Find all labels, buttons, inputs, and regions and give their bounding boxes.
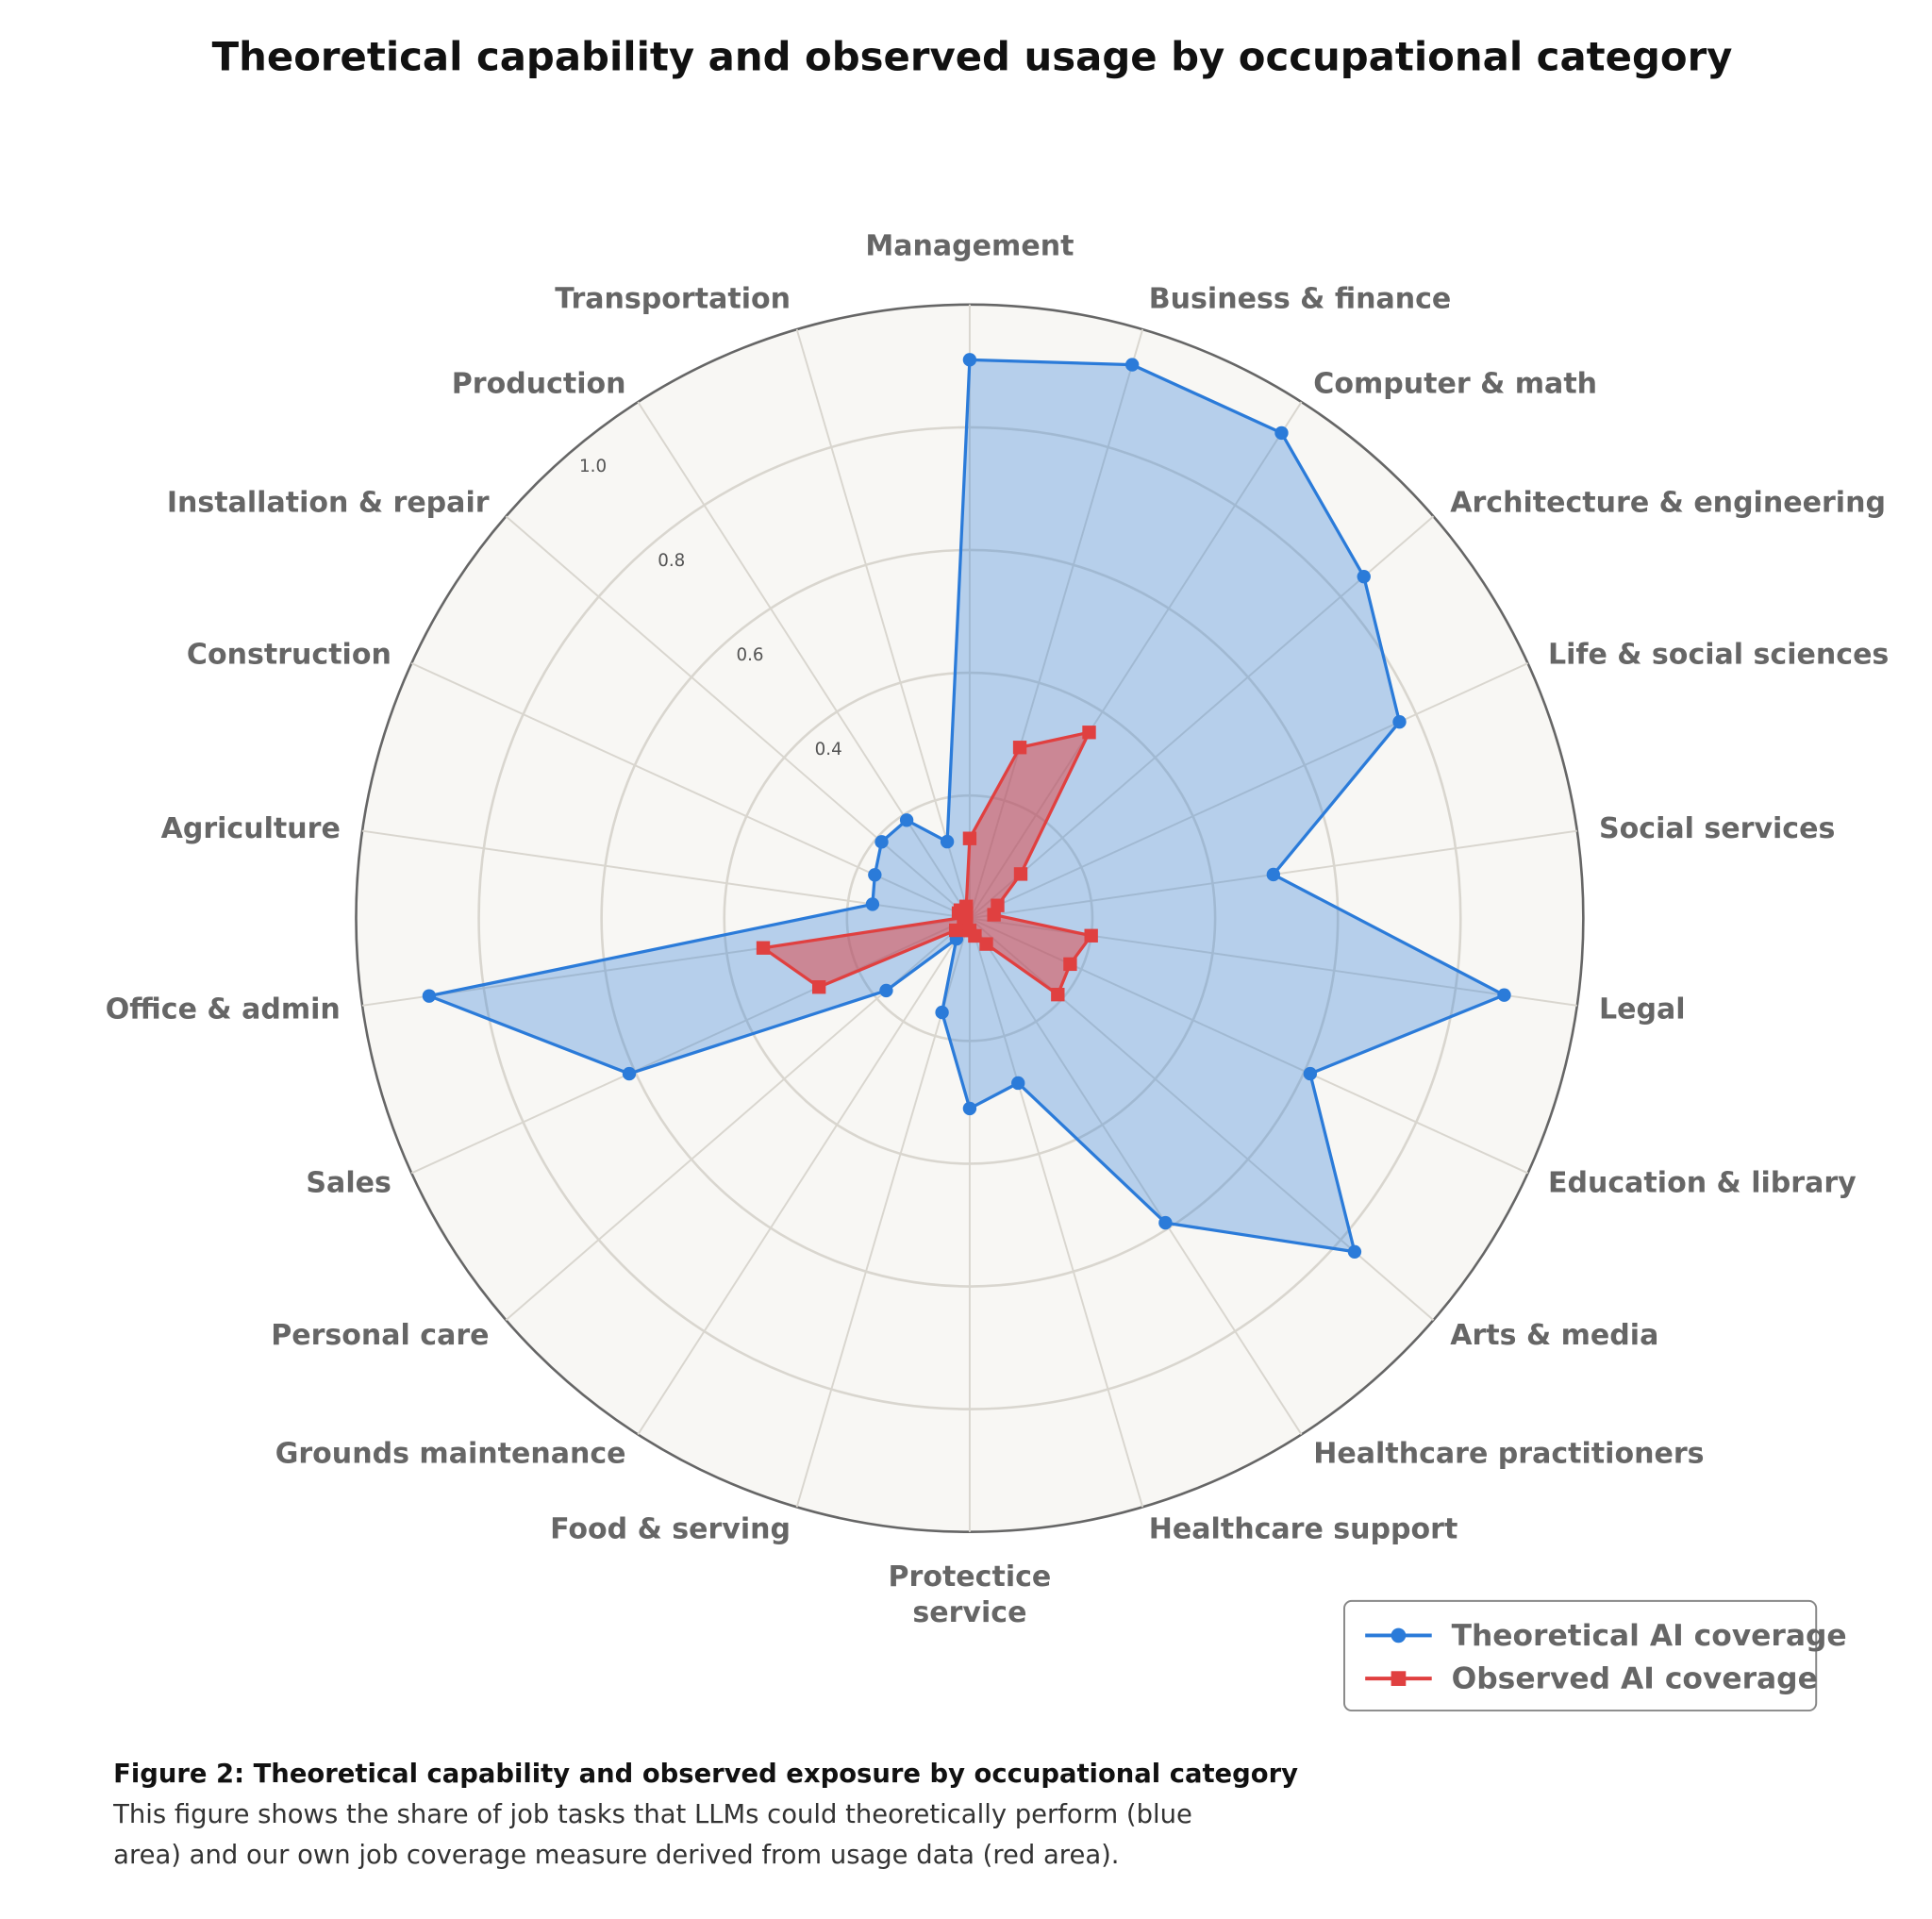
data-point-theoretical — [899, 813, 914, 827]
data-point-theoretical — [865, 897, 880, 911]
data-point-theoretical — [1392, 715, 1407, 729]
category-label: Construction — [187, 639, 391, 672]
category-label: Personal care — [271, 1319, 489, 1352]
data-point-theoretical — [1158, 1215, 1173, 1230]
data-point-observed — [1082, 726, 1096, 740]
data-point-theoretical — [1011, 1076, 1025, 1091]
category-label: Food & serving — [550, 1512, 791, 1545]
data-point-observed — [811, 980, 826, 994]
data-point-theoretical — [962, 1101, 977, 1116]
data-point-theoretical — [622, 1066, 637, 1081]
data-point-theoretical — [1266, 867, 1281, 882]
data-point-observed — [756, 941, 771, 955]
data-point-theoretical — [1274, 426, 1289, 441]
category-label: Life & social sciences — [1548, 639, 1889, 672]
data-point-theoretical — [935, 1005, 949, 1020]
category-labels: Management Business & finance Computer & m… — [106, 230, 1890, 1629]
spoke — [505, 515, 971, 919]
spoke — [637, 917, 971, 1435]
r-tick-label: 0.6 — [736, 645, 763, 665]
data-point-theoretical — [1347, 1244, 1362, 1259]
data-point-theoretical — [422, 989, 437, 1003]
r-tick-label: 0.8 — [658, 551, 685, 571]
data-point-observed — [1084, 928, 1098, 943]
category-label: Protectice service — [889, 1560, 1052, 1629]
data-point-theoretical — [1357, 570, 1371, 584]
data-point-observed — [1012, 741, 1027, 755]
category-label: Transportation — [555, 283, 791, 316]
category-label: Education & library — [1548, 1167, 1857, 1200]
data-point-theoretical — [940, 834, 955, 849]
data-point-theoretical — [962, 353, 977, 367]
data-point-observed — [962, 831, 977, 845]
legend-label-observed: Observed AI coverage — [1452, 1662, 1818, 1696]
category-label: Sales — [306, 1167, 391, 1200]
r-tick-label: 1.0 — [579, 457, 607, 476]
category-label: Management — [865, 230, 1074, 263]
category-label: Social services — [1599, 812, 1835, 845]
chart-title: Theoretical capability and observed usag… — [212, 34, 1733, 80]
category-label: Office & admin — [106, 993, 341, 1026]
spoke — [969, 515, 1435, 919]
caption-line-1: This figure shows the share of job tasks… — [112, 1800, 1192, 1829]
data-point-observed — [1013, 867, 1028, 881]
category-label: Grounds maintenance — [275, 1438, 626, 1471]
category-label: Agriculture — [161, 812, 341, 845]
data-point-observed — [1051, 987, 1065, 1002]
category-label: Legal — [1599, 993, 1686, 1026]
spoke — [637, 401, 971, 919]
category-label: Architecture & engineering — [1450, 486, 1886, 519]
data-point-theoretical — [1303, 1066, 1318, 1081]
r-tick-label: 0.4 — [815, 740, 842, 759]
series-layer — [422, 353, 1511, 1259]
legend-marker-observed — [1391, 1671, 1407, 1686]
data-point-observed — [959, 899, 974, 913]
data-point-observed — [948, 923, 963, 938]
category-label: Computer & math — [1313, 368, 1597, 401]
legend: Theoretical AI coverage Observed AI cove… — [1343, 1599, 1847, 1712]
data-point-theoretical — [868, 868, 882, 882]
category-label: Arts & media — [1450, 1319, 1658, 1352]
category-label: Installation & repair — [167, 486, 490, 519]
category-label: Healthcare support — [1149, 1512, 1458, 1545]
data-point-theoretical — [874, 835, 889, 849]
spoke — [795, 328, 971, 919]
radial-tick-labels: 0.4 0.6 0.8 1.0 — [579, 457, 842, 759]
data-point-observed — [1063, 957, 1077, 972]
data-point-observed — [987, 908, 1001, 922]
legend-label-theoretical: Theoretical AI coverage — [1452, 1619, 1847, 1653]
spoke — [969, 662, 1528, 920]
category-label: Production — [452, 368, 626, 401]
category-label: Healthcare practitioners — [1313, 1438, 1704, 1471]
caption-heading: Figure 2: Theoretical capability and obs… — [113, 1760, 1298, 1789]
data-point-theoretical — [1124, 358, 1140, 372]
caption-line-2: area) and our own job coverage measure d… — [113, 1841, 1119, 1870]
data-point-theoretical — [1497, 988, 1511, 1002]
legend-marker-theoretical — [1391, 1627, 1407, 1644]
data-point-observed — [979, 937, 993, 951]
category-label: Business & finance — [1149, 283, 1452, 316]
spoke — [968, 917, 1144, 1508]
data-point-theoretical — [879, 983, 893, 998]
spoke — [969, 917, 1303, 1435]
